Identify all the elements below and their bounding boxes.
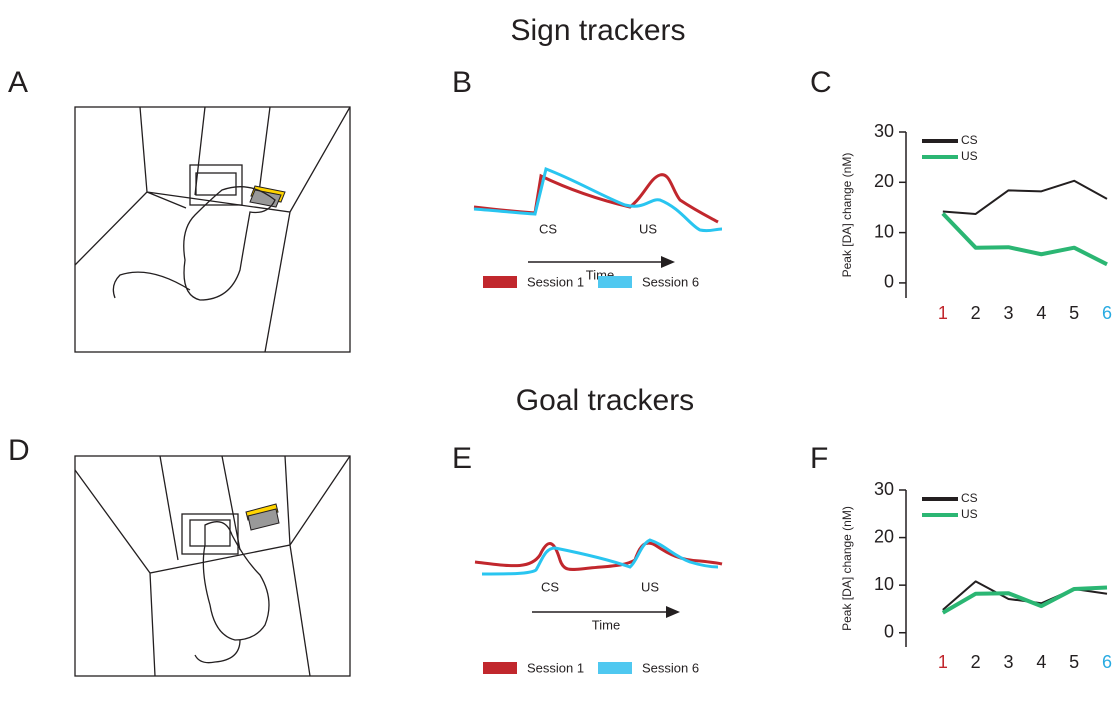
- row-title: Goal trackers: [516, 384, 694, 417]
- data-line: [943, 581, 1107, 610]
- x-tick-label: 6: [1102, 303, 1112, 323]
- x-tick-label: 2: [971, 303, 981, 323]
- y-tick-label: 10: [874, 574, 894, 594]
- x-tick-label: 3: [1003, 652, 1013, 672]
- y-tick-label: 20: [874, 171, 894, 191]
- x-tick-label: 1: [938, 652, 948, 672]
- panel-letter: F: [810, 442, 828, 475]
- panel-letter: D: [8, 434, 30, 467]
- cue-label: CS: [539, 221, 557, 236]
- legend-label: US: [961, 507, 978, 521]
- legend-label: Session 1: [527, 660, 584, 675]
- x-tick-label: 1: [938, 303, 948, 323]
- data-line: [943, 181, 1107, 214]
- y-tick-label: 0: [884, 272, 894, 292]
- legend-label: Session 1: [527, 274, 584, 289]
- figure: Sign trackers A B C CS US Time Session 1…: [0, 0, 1117, 702]
- y-axis-label: Peak [DA] change (nM): [840, 153, 854, 278]
- y-tick-label: 0: [884, 621, 894, 641]
- x-tick-label: 3: [1003, 303, 1013, 323]
- y-tick-label: 30: [874, 121, 894, 141]
- x-tick-label: 4: [1036, 303, 1046, 323]
- legend-label: US: [961, 149, 978, 163]
- chamber-illustration: [75, 107, 350, 352]
- cue-label: CS: [541, 579, 559, 594]
- legend-label: Session 6: [642, 660, 699, 675]
- chamber-illustration: [75, 456, 350, 676]
- time-label: Time: [592, 617, 620, 632]
- legend-label: CS: [961, 491, 978, 505]
- legend-label: Session 6: [642, 274, 699, 289]
- data-line: [943, 213, 1107, 264]
- data-line: [943, 588, 1107, 613]
- y-tick-label: 10: [874, 221, 894, 241]
- x-tick-label: 5: [1069, 652, 1079, 672]
- x-tick-label: 2: [971, 652, 981, 672]
- trace-schematic: CS US Time Session 1 Session 6: [474, 169, 722, 289]
- row-title: Sign trackers: [510, 14, 685, 47]
- x-tick-label: 6: [1102, 652, 1112, 672]
- panel-letter: C: [810, 66, 832, 99]
- panel-letter: B: [452, 66, 472, 99]
- cue-label: US: [639, 221, 657, 236]
- y-tick-label: 30: [874, 479, 894, 499]
- cue-label: US: [641, 579, 659, 594]
- x-tick-label: 4: [1036, 652, 1046, 672]
- trace-schematic: CS US Time Session 1 Session 6: [475, 540, 722, 675]
- x-tick-label: 5: [1069, 303, 1079, 323]
- y-tick-label: 20: [874, 526, 894, 546]
- panel-letter: A: [8, 66, 28, 99]
- panel-letter: E: [452, 442, 472, 475]
- y-axis-label: Peak [DA] change (nM): [840, 506, 854, 631]
- legend-label: CS: [961, 133, 978, 147]
